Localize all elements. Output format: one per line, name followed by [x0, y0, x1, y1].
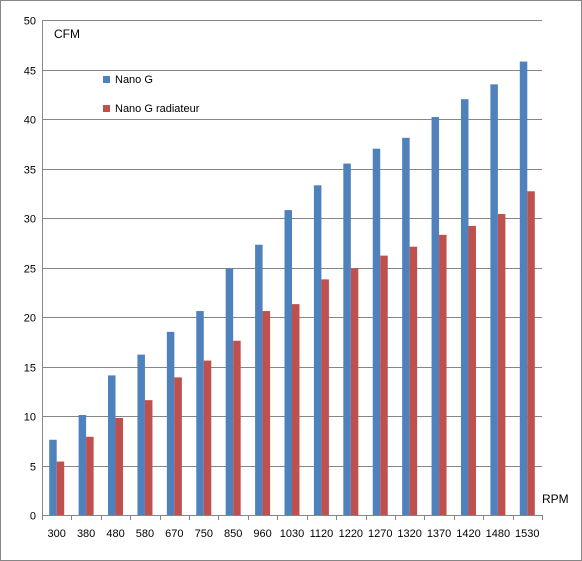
legend-swatch [103, 105, 110, 112]
x-tick-label: 300 [48, 528, 66, 540]
bar [519, 61, 528, 515]
bar [78, 415, 87, 515]
x-tick-label: 480 [106, 528, 124, 540]
bar [166, 331, 175, 515]
x-axis-title: RPM [542, 492, 569, 506]
y-tick-labels: 0 5 10 15 20 25 30 35 40 45 50 [24, 16, 36, 523]
bar [490, 84, 498, 515]
x-tick-label: 750 [195, 528, 213, 540]
y-tick-label: 0 [30, 511, 36, 523]
bar [468, 225, 476, 516]
legend: Nano G Nano G radiateur [103, 74, 200, 115]
gridlines [42, 20, 542, 467]
x-tick-label: 1530 [515, 528, 539, 540]
x-tick-label: 1270 [368, 528, 392, 540]
bar [321, 279, 329, 515]
bar [144, 400, 153, 515]
bar [115, 417, 124, 515]
bar [49, 439, 57, 515]
y-tick-label: 10 [24, 412, 36, 424]
x-tick-label: 1220 [339, 528, 363, 540]
x-tick-label: 380 [77, 528, 95, 540]
bar [203, 360, 212, 515]
x-tick-label: 1030 [280, 528, 304, 540]
bar [372, 148, 381, 515]
bar [343, 163, 351, 516]
x-tick-labels: 300 380 480 580 670 750 850 960 1030 1120 1220 1270… [48, 528, 540, 540]
bar [284, 210, 292, 515]
y-tick-label: 20 [24, 313, 36, 325]
y-tick-label: 15 [24, 363, 36, 375]
bar [527, 191, 535, 515]
bar [497, 214, 506, 516]
legend-label: Nano G [115, 74, 153, 86]
bar [86, 436, 94, 515]
bar [402, 137, 410, 515]
y-tick-label: 45 [24, 66, 36, 78]
x-tick-label: 960 [253, 528, 271, 540]
bar [460, 99, 469, 515]
y-tick-label: 40 [24, 115, 36, 127]
y-tick-label: 30 [24, 214, 36, 226]
bar [56, 461, 65, 515]
bar [439, 234, 447, 515]
bars [49, 61, 543, 520]
bar [431, 117, 440, 516]
y-axis-title: CFM [54, 27, 80, 41]
x-tick-label: 1370 [427, 528, 451, 540]
y-tick-label: 25 [24, 264, 36, 276]
y-tick-label: 50 [24, 16, 36, 28]
legend-label: Nano G radiateur [115, 103, 200, 115]
bar [196, 311, 204, 515]
bar [380, 255, 388, 515]
y-tick-label: 35 [24, 165, 36, 177]
bar [233, 340, 241, 515]
y-tick-label: 5 [30, 462, 36, 474]
bar [409, 246, 418, 515]
x-tick-label: 1480 [486, 528, 510, 540]
x-tick-label: 1120 [310, 528, 334, 540]
x-tick-label: 580 [136, 528, 154, 540]
bar [292, 304, 300, 515]
bar [350, 268, 359, 515]
bar [313, 185, 322, 515]
x-tick-label: 850 [224, 528, 242, 540]
bar [225, 268, 234, 515]
bar [174, 377, 182, 515]
bar [255, 244, 263, 516]
x-tick-label: 1420 [456, 528, 480, 540]
bar [262, 311, 271, 515]
x-tick-label: 1320 [397, 528, 421, 540]
bar [137, 354, 145, 515]
x-tick-label: 670 [165, 528, 183, 540]
bar [108, 375, 116, 515]
legend-swatch [103, 76, 110, 83]
